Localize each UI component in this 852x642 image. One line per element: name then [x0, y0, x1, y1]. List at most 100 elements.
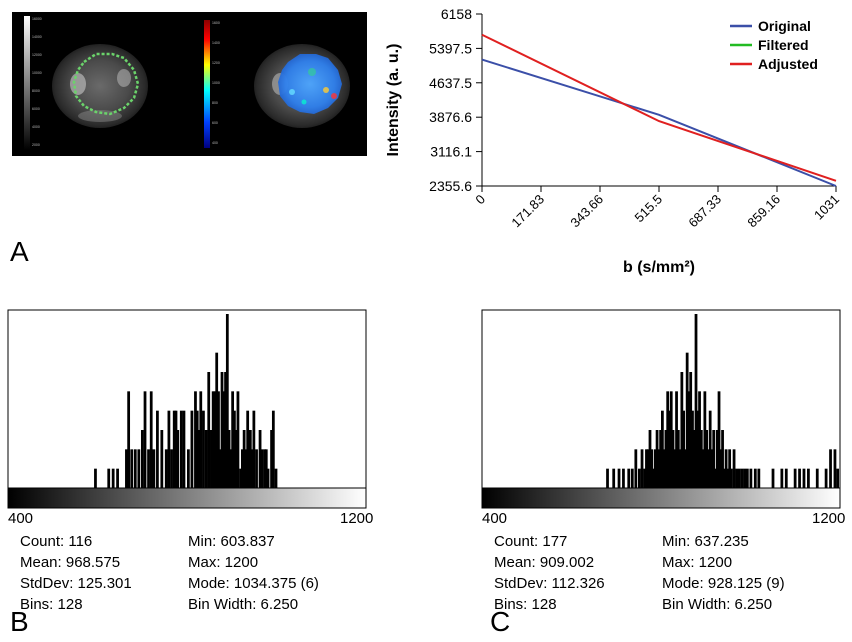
- histogram-bar: [707, 449, 710, 488]
- histogram-bar: [264, 449, 268, 488]
- histogram-bar: [156, 410, 159, 488]
- histogram-bar: [815, 468, 819, 488]
- histogram-bar: [784, 468, 788, 488]
- histogram-bar: [701, 449, 705, 488]
- histogram-bar: [643, 468, 647, 488]
- x-tick-label: 515.5: [632, 192, 666, 226]
- histogram-bar: [730, 468, 733, 488]
- x-tick-label: 171.83: [508, 192, 547, 231]
- histogram-bar: [234, 430, 238, 488]
- histogram-bar: [648, 430, 652, 488]
- y-tick-label: 2355.6: [429, 178, 472, 194]
- histogram-bar: [699, 430, 703, 488]
- histogram-bar: [260, 449, 264, 488]
- histogram-bar: [630, 468, 634, 488]
- histogram-bar: [210, 430, 213, 488]
- histogram-bar: [225, 314, 229, 488]
- grayscale-tick: 16000: [32, 17, 42, 21]
- mri-panel: 16000 14000 12000 10000 8000 6000 4000 2000 160…: [12, 12, 367, 156]
- panel-label-b: B: [10, 606, 29, 637]
- y-tick-label: 4637.5: [429, 75, 472, 91]
- histogram-bar: [255, 449, 258, 488]
- histogram-bar: [231, 391, 235, 488]
- histogram-bar: [698, 391, 701, 488]
- histogram-bar: [202, 410, 205, 488]
- histogram-bar: [617, 468, 621, 488]
- histogram-bar: [160, 430, 164, 488]
- histogram-bar: [217, 391, 220, 488]
- histogram-bar: [807, 468, 810, 488]
- histogram-bar: [222, 391, 226, 488]
- histogram-bar: [127, 391, 131, 488]
- stat-bin-width: Bin Width: 6.250: [188, 596, 299, 613]
- histogram-bar: [172, 410, 176, 488]
- x-tick-label: 859.16: [744, 192, 783, 231]
- panel-label-c: C: [490, 606, 511, 637]
- color-tick: 600: [212, 121, 218, 125]
- histogram-bar: [125, 449, 128, 488]
- histogram-bar: [612, 468, 616, 488]
- stat-mean: Mean: 968.575: [20, 554, 121, 571]
- stat-mean: Mean: 909.002: [494, 554, 595, 571]
- histogram-bar: [675, 391, 678, 488]
- grayscale-tick: 10000: [32, 71, 42, 75]
- histogram-bar: [712, 430, 716, 488]
- histogram-bar: [213, 391, 217, 488]
- histogram-bar: [176, 430, 180, 488]
- histogram-bar: [662, 449, 666, 488]
- legend-entry: Filtered: [758, 37, 809, 53]
- histogram-bar: [143, 391, 147, 488]
- stats-c-right: Min: 637.235 Max: 1200 Mode: 928.125 (9)…: [662, 531, 785, 615]
- histogram-bar: [164, 449, 168, 488]
- histogram-bar: [170, 449, 173, 488]
- histogram-bar: [676, 430, 680, 488]
- histogram-bar: [682, 410, 686, 488]
- histogram-bar: [714, 468, 717, 488]
- histogram-bar: [664, 430, 668, 488]
- histogram-bar: [692, 430, 696, 488]
- panel-label-a: A: [10, 236, 29, 267]
- stat-min: Min: 637.235: [662, 533, 749, 550]
- histogram-bar: [669, 391, 673, 488]
- histogram-bar: [652, 468, 655, 488]
- histogram-bar: [708, 410, 712, 488]
- histogram-bar: [824, 468, 828, 488]
- histogram-bar: [211, 391, 215, 488]
- grayscale-tick: 6000: [32, 107, 40, 111]
- histogram-bar: [685, 352, 689, 488]
- legend-entry: Adjusted: [758, 56, 818, 72]
- histogram-bar: [236, 391, 240, 488]
- histogram-b: [7, 309, 367, 509]
- histogram-bar: [194, 391, 197, 488]
- x-tick-label: 687.33: [685, 192, 724, 231]
- histogram-bar: [657, 449, 661, 488]
- histogram-bar: [691, 410, 694, 488]
- histogram-bar: [634, 449, 638, 488]
- mri-images: 16000 14000 12000 10000 8000 6000 4000 2000 160…: [24, 16, 350, 150]
- stat-stddev: StdDev: 125.301: [20, 575, 132, 592]
- stat-max: Max: 1200: [188, 554, 259, 571]
- histogram-bar: [182, 410, 186, 488]
- x-tick-label: 1031: [811, 192, 842, 223]
- color-tick: 1200: [212, 61, 220, 65]
- histogram-bar: [179, 410, 183, 488]
- histogram-bar: [687, 391, 691, 488]
- histogram-bar: [689, 372, 693, 488]
- histogram-bar: [218, 449, 222, 488]
- histogram-bar: [710, 449, 714, 488]
- histogram-bar: [204, 430, 208, 488]
- histogram-bar: [199, 391, 203, 488]
- stat-bin-width: Bin Width: 6.250: [662, 596, 773, 613]
- y-axis-label: Intensity (a. u.): [385, 44, 402, 157]
- histogram-bar: [263, 449, 266, 488]
- histogram-bar: [606, 468, 609, 488]
- histogram-bar: [728, 449, 732, 488]
- histogram-bar: [655, 430, 659, 488]
- histogram-bar: [227, 430, 231, 488]
- histogram-bar: [167, 410, 171, 488]
- histogram-bar: [743, 468, 747, 488]
- histogram-bar: [195, 410, 199, 488]
- histogram-bar: [149, 391, 153, 488]
- stat-stddev: StdDev: 112.326: [494, 575, 605, 592]
- histogram-bar: [740, 468, 744, 488]
